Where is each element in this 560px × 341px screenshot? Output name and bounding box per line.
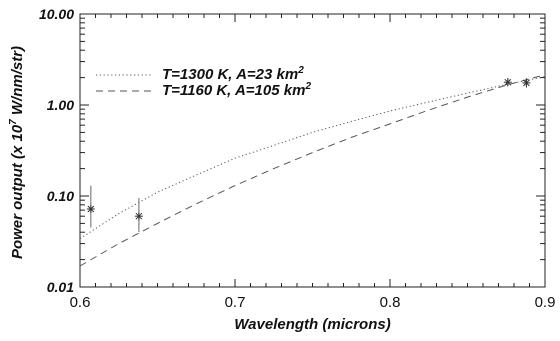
x-tick-label: 0.9 (535, 294, 556, 311)
x-tick-label: 0.7 (225, 294, 246, 311)
legend-label-text: T=1300 K, A=23 km (162, 66, 298, 83)
x-tick-label: 0.6 (70, 294, 91, 311)
legend-label: T=1160 K, A=105 km2 (162, 81, 311, 99)
y-axis-title-exponent: 7 (8, 119, 19, 125)
y-axis-title-suffix: W/nm/str) (9, 46, 26, 119)
y-tick-label: 1.00 (47, 97, 74, 113)
data-point-star (135, 212, 143, 220)
y-tick-label: 10.00 (39, 6, 74, 22)
y-tick-label: 0.10 (47, 188, 74, 204)
series-line-dotted (79, 76, 546, 240)
x-tick-label: 0.8 (380, 294, 401, 311)
series-line-dashed (79, 74, 546, 267)
data-point-star (87, 205, 95, 213)
y-axis-title: Power output (x 107 W/nm/str) (8, 46, 26, 259)
legend-label-superscript: 2 (297, 65, 304, 76)
y-axis-title-prefix: Power output (x 10 (9, 124, 26, 259)
legend-label-text: T=1160 K, A=105 km (162, 82, 305, 99)
data-point-star (504, 78, 512, 86)
x-axis-title: Wavelength (microns) (234, 316, 390, 333)
legend-label-superscript: 2 (304, 81, 311, 92)
data-point-star (523, 79, 530, 87)
legend-label: T=1300 K, A=23 km2 (162, 65, 304, 83)
plot-frame (79, 13, 546, 288)
y-tick-label: 0.01 (47, 279, 74, 295)
